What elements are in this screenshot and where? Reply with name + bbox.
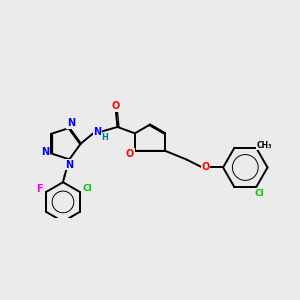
- Text: Cl: Cl: [255, 189, 265, 198]
- Text: F: F: [36, 184, 43, 194]
- Text: N: N: [65, 160, 74, 170]
- Text: O: O: [112, 101, 120, 111]
- Text: N: N: [67, 118, 75, 128]
- Text: CH₃: CH₃: [256, 140, 272, 149]
- Text: N: N: [93, 127, 101, 137]
- Text: H: H: [101, 133, 108, 142]
- Text: Cl: Cl: [82, 184, 92, 194]
- Text: O: O: [126, 149, 134, 159]
- Text: N: N: [41, 147, 49, 157]
- Text: O: O: [202, 163, 210, 172]
